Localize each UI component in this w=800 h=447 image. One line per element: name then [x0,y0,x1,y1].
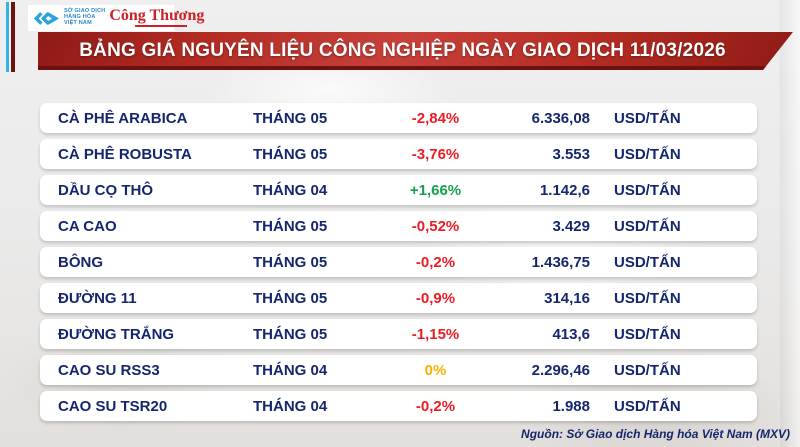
contract-month: THÁNG 04 [253,397,328,415]
commodity-name: CAO SU RSS3 [58,361,160,379]
contract-month: THÁNG 04 [253,361,328,379]
price-value: 3.553 [552,145,590,163]
price-value: 314,16 [544,289,590,307]
table-row: CAO SU RSS3 THÁNG 04 0% 2.296,46 USD/TẤN [40,355,757,385]
mxv-line2: HÀNG HÓA [64,14,96,21]
mxv-logo-icon [33,11,60,25]
commodity-name: BÔNG [58,253,103,271]
table-row: CÀ PHÊ ROBUSTA THÁNG 05 -3,76% 3.553 USD… [40,139,757,169]
price-table: CÀ PHÊ ARABICA THÁNG 05 -2,84% 6.336,08 … [40,103,757,421]
price-value: 2.296,46 [531,361,590,379]
change-percent: -1,15% [411,325,460,343]
price-unit: USD/TẤN [614,361,681,379]
contract-month: THÁNG 05 [253,217,328,235]
contract-month: THÁNG 05 [253,145,328,163]
mxv-line1: SỞ GIAO DỊCH [64,8,106,15]
commodity-name: DẦU CỌ THÔ [58,181,153,199]
change-percent: -0,52% [411,217,460,235]
price-unit: USD/TẤN [614,217,681,235]
contract-month: THÁNG 05 [253,109,328,127]
accent-bar-maroon [11,2,15,72]
price-unit: USD/TẤN [614,253,681,271]
commodity-name: ĐƯỜNG TRẮNG [58,325,175,343]
page-fold-edge [779,0,800,447]
price-unit: USD/TẤN [614,145,681,163]
price-value: 1.142,6 [539,181,590,199]
accent-bar-cyan [6,2,9,72]
table-row: ĐƯỜNG 11 THÁNG 05 -0,9% 314,16 USD/TẤN [40,283,757,313]
table-row: CÀ PHÊ ARABICA THÁNG 05 -2,84% 6.336,08 … [40,103,757,133]
change-percent: 0% [424,361,447,379]
price-value: 413,6 [552,325,590,343]
change-percent: -0,2% [415,253,456,271]
change-percent: -0,2% [415,397,456,415]
mxv-line3: VIỆT NAM [64,19,92,26]
price-value: 1.436,75 [531,253,590,271]
price-value: 1.988 [552,397,590,415]
commodity-name: ĐƯỜNG 11 [58,289,137,307]
price-unit: USD/TẤN [614,289,681,307]
title-banner: BẢNG GIÁ NGUYÊN LIỆU CÔNG NGHIỆP NGÀY GI… [38,32,793,70]
price-unit: USD/TẤN [614,325,681,343]
logo-plate: SỞ GIAO DỊCH HÀNG HÓA VIỆT NAM Công Thươ… [28,5,204,31]
table-row: BÔNG THÁNG 05 -0,2% 1.436,75 USD/TẤN [40,247,757,277]
change-percent: -3,76% [411,145,460,163]
commodity-name: CÀ PHÊ ROBUSTA [58,145,192,163]
price-value: 6.336,08 [531,109,590,127]
table-row: CA CAO THÁNG 05 -0,52% 3.429 USD/TẤN [40,211,757,241]
cong-thuong-logo: Công Thương [109,7,204,27]
source-note: Nguồn: Sở Giao dịch Hàng hóa Việt Nam (M… [521,427,790,441]
change-percent: -2,84% [411,109,460,127]
change-percent: +1,66% [409,181,462,199]
price-unit: USD/TẤN [614,397,681,415]
table-row: ĐƯỜNG TRẮNG THÁNG 05 -1,15% 413,6 USD/TẤ… [40,319,757,349]
commodity-name: CA CAO [58,217,117,235]
price-unit: USD/TẤN [614,109,681,127]
change-percent: -0,9% [415,289,456,307]
price-unit: USD/TẤN [614,181,681,199]
commodity-name: CÀ PHÊ ARABICA [58,109,188,127]
contract-month: THÁNG 04 [253,181,328,199]
contract-month: THÁNG 05 [253,325,328,343]
contract-month: THÁNG 05 [253,289,328,307]
contract-month: THÁNG 05 [253,253,328,271]
commodity-name: CAO SU TSR20 [58,397,168,415]
table-row: DẦU CỌ THÔ THÁNG 04 +1,66% 1.142,6 USD/T… [40,175,757,205]
page-title: BẢNG GIÁ NGUYÊN LIỆU CÔNG NGHIỆP NGÀY GI… [79,40,726,61]
mxv-logo-text: SỞ GIAO DỊCH HÀNG HÓA VIỆT NAM [64,9,105,26]
price-value: 3.429 [552,217,590,235]
table-row: CAO SU TSR20 THÁNG 04 -0,2% 1.988 USD/TẤ… [40,391,757,421]
